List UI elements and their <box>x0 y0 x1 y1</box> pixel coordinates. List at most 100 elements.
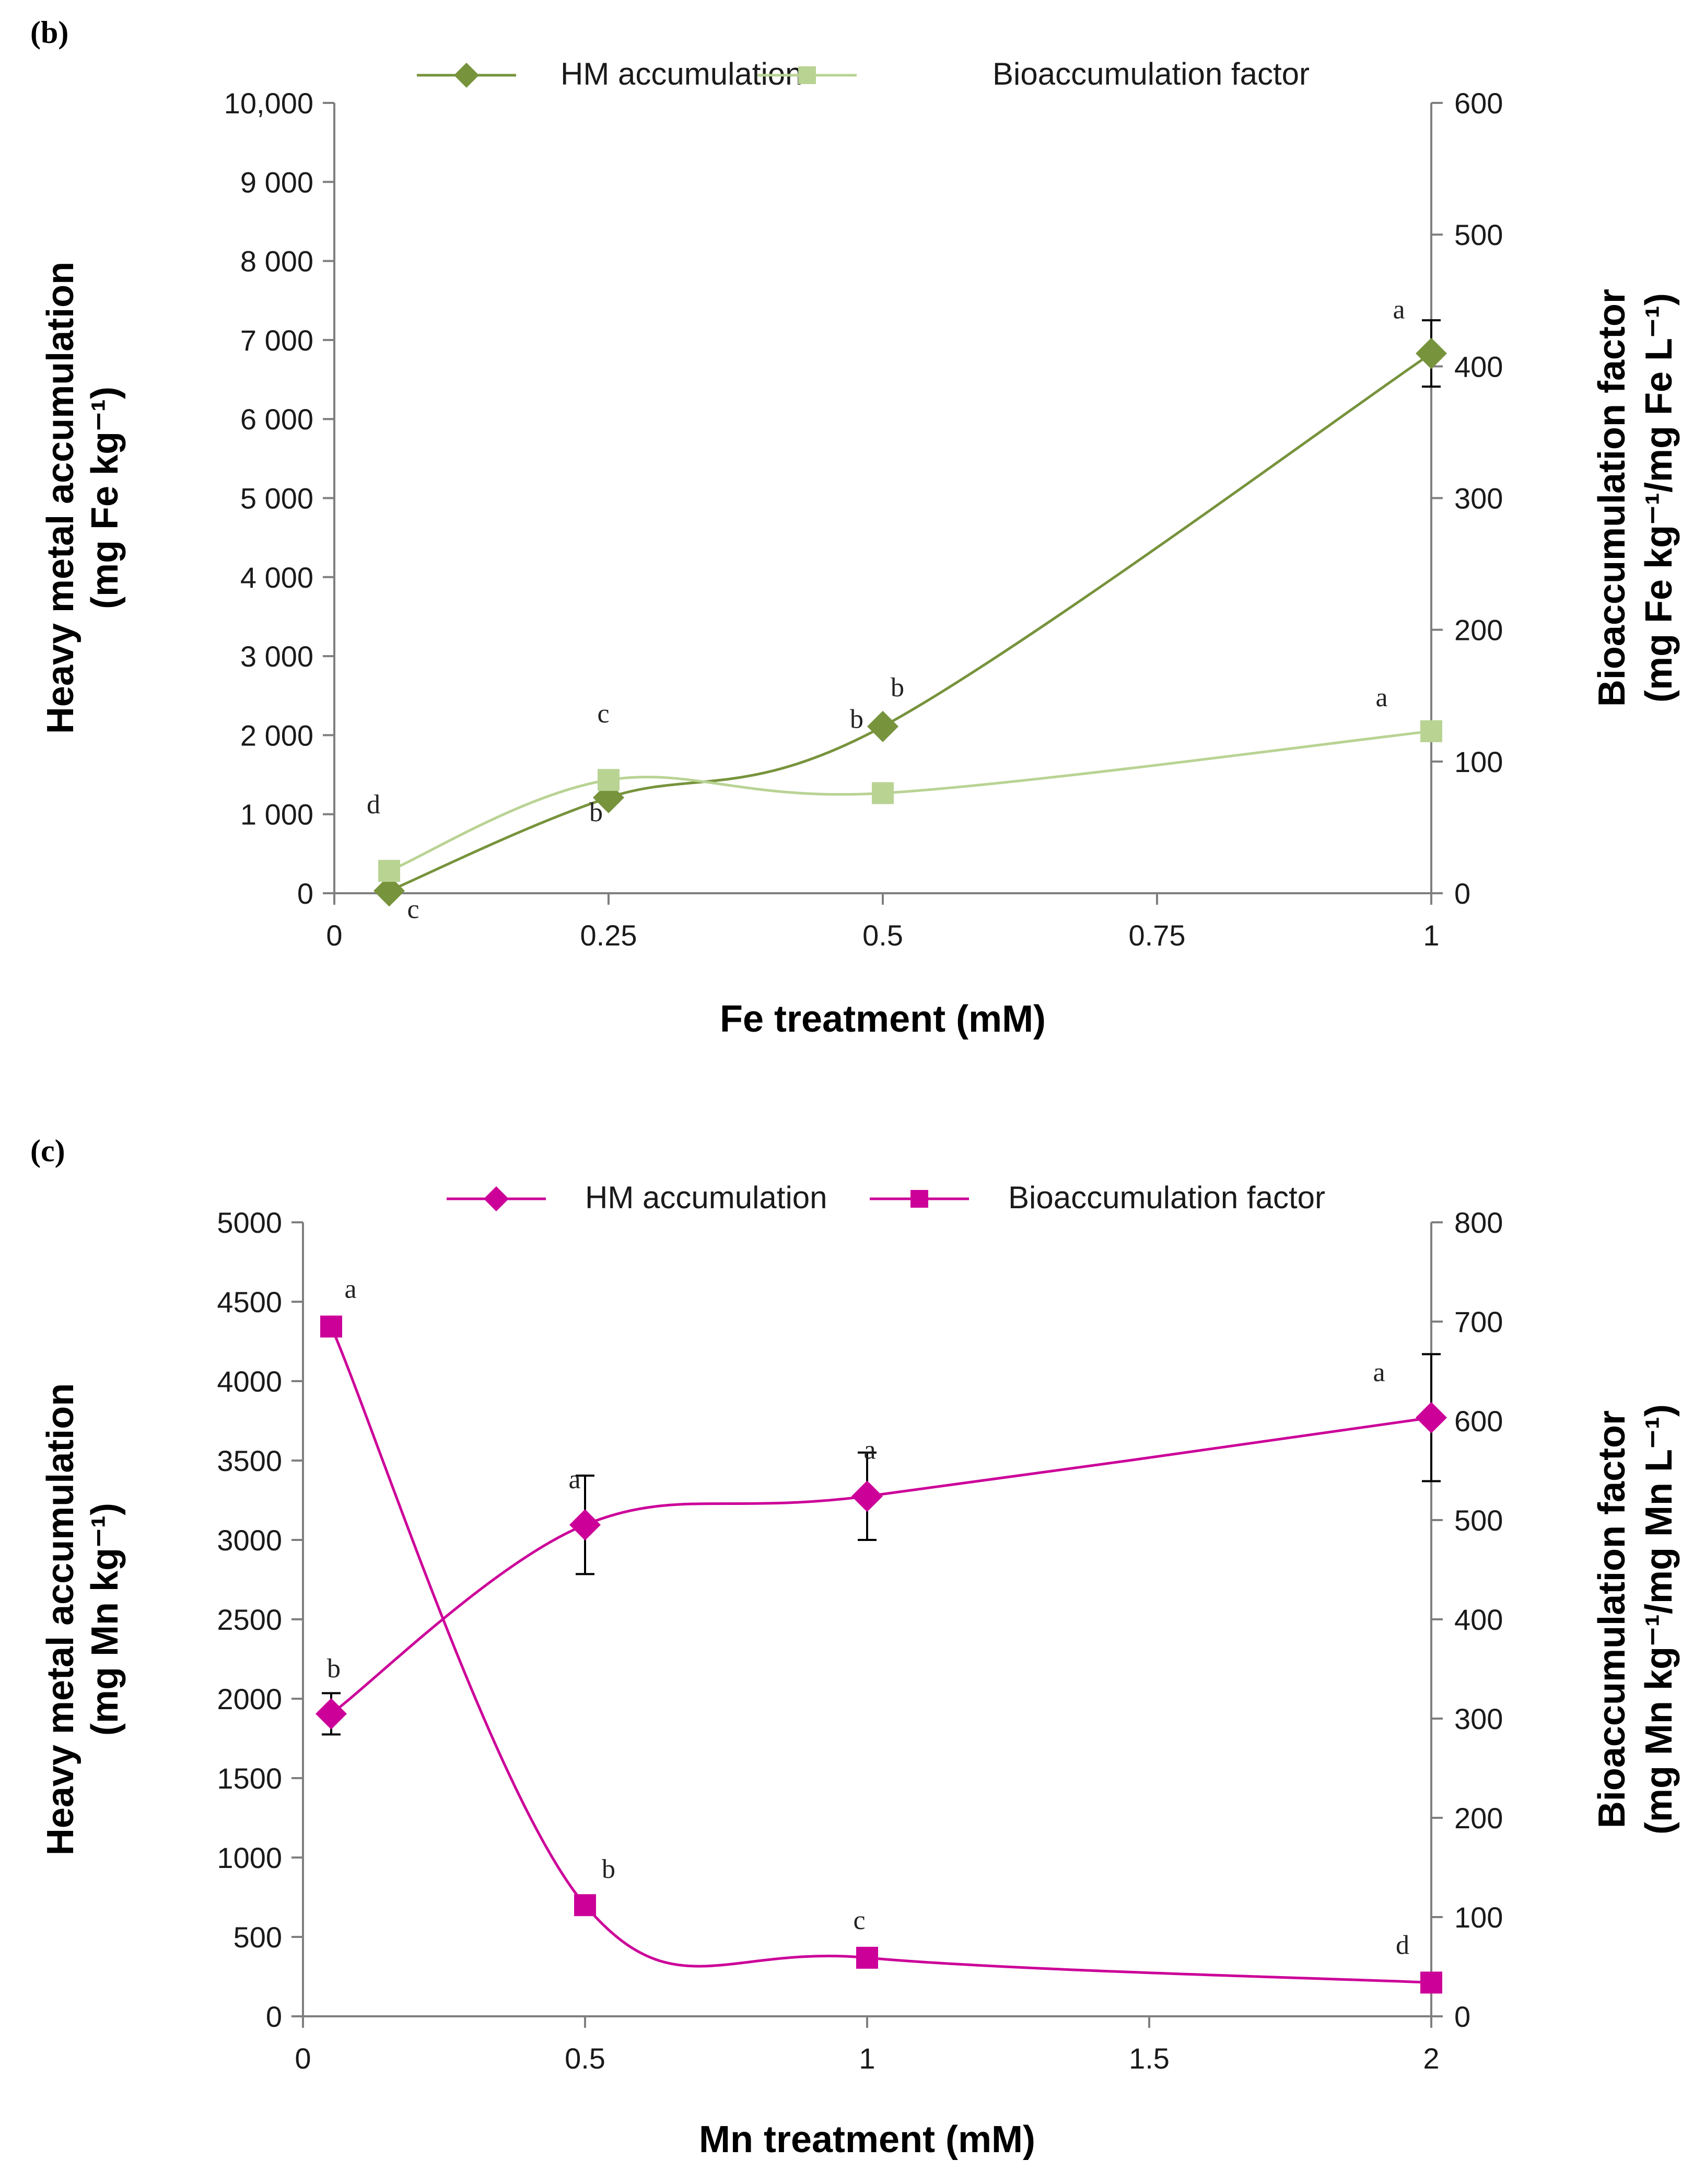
significance-label: c <box>597 699 609 729</box>
series-line <box>389 730 1432 872</box>
y-tick-label: 7 000 <box>240 324 313 357</box>
legend-label: Bioaccumulation factor <box>1008 1180 1325 1215</box>
y2-tick-label: 400 <box>1454 1603 1503 1636</box>
y-tick-label: 2 000 <box>240 719 313 752</box>
y2-axis-title: Bioaccumulation factor <box>1591 1410 1633 1828</box>
data-point <box>1420 1971 1442 1994</box>
y2-tick-label: 400 <box>1454 350 1503 383</box>
y2-axis-title: Bioaccumulation factor <box>1591 289 1633 707</box>
data-point <box>856 1946 878 1969</box>
y-tick-label: 8 000 <box>240 245 313 278</box>
y-tick-label: 3000 <box>217 1524 282 1557</box>
x-axis-title: Mn treatment (mM) <box>699 2119 1035 2160</box>
series-bioaccumulation-factor: a b c d <box>320 1275 1442 1994</box>
y2-axis-title: (mg Mn kg⁻¹/mg Mn L⁻¹) <box>1638 1404 1680 1835</box>
legend-marker <box>910 1190 928 1208</box>
significance-label: d <box>1396 1930 1409 1960</box>
y-tick-label: 1 000 <box>240 798 313 831</box>
series-line <box>330 1326 1432 1984</box>
y-axis-title: Heavy metal accumulation <box>40 262 81 734</box>
y2-tick-label: 200 <box>1454 614 1503 647</box>
significance-label: b <box>589 798 603 827</box>
legend-label: Bioaccumulation factor <box>992 56 1310 91</box>
y2-tick-label: 100 <box>1454 1901 1503 1934</box>
significance-label: a <box>1393 295 1405 325</box>
y-tick-label: 10,000 <box>224 87 313 120</box>
significance-label: a <box>863 1435 875 1465</box>
y2-tick-label: 300 <box>1454 482 1503 515</box>
y-tick-label: 0 <box>266 2000 282 2033</box>
data-point <box>574 1894 596 1917</box>
legend-entry: HM accumulation <box>417 56 803 91</box>
data-point <box>872 782 894 804</box>
y2-axis-title: (mg Fe kg⁻¹/mg Fe L⁻¹) <box>1638 293 1680 703</box>
series-line <box>389 352 1432 892</box>
y-tick-label: 5000 <box>217 1206 282 1239</box>
panel-label: (b) <box>30 15 68 50</box>
significance-label: b <box>327 1654 341 1684</box>
x-tick-label: 1.5 <box>1129 2042 1170 2075</box>
y-tick-label: 2000 <box>217 1683 282 1715</box>
data-point <box>851 1480 883 1512</box>
data-point <box>1416 337 1447 369</box>
legend-entry: HM accumulation <box>447 1180 827 1215</box>
significance-label: d <box>367 790 380 820</box>
x-tick-label: 1 <box>859 2042 875 2075</box>
y-tick-label: 3500 <box>217 1444 282 1477</box>
y2-tick-label: 600 <box>1454 1405 1503 1438</box>
y-tick-label: 1500 <box>217 1762 282 1795</box>
significance-label: a <box>344 1275 356 1304</box>
significance-label: c <box>853 1906 865 1935</box>
series-hm-accumulation: b a a a <box>316 1353 1447 1736</box>
y-tick-label: 4000 <box>217 1365 282 1398</box>
data-point <box>373 875 405 907</box>
y2-tick-label: 0 <box>1454 2000 1470 2033</box>
x-tick-label: 0.5 <box>862 919 903 952</box>
data-point <box>316 1698 347 1730</box>
y-axis-title: Heavy metal accumulation <box>40 1383 81 1855</box>
y2-tick-label: 500 <box>1454 1504 1503 1537</box>
y-tick-label: 4500 <box>217 1286 282 1318</box>
y2-tick-label: 300 <box>1454 1702 1503 1735</box>
y2-tick-label: 100 <box>1454 745 1503 778</box>
y-axis-title: (mg Fe kg⁻¹) <box>84 387 126 609</box>
data-point <box>320 1315 342 1338</box>
x-tick-label: 0.5 <box>565 2042 605 2075</box>
y-tick-label: 9 000 <box>240 166 313 198</box>
series-line <box>330 1416 1432 1715</box>
chart-0: (b) 0 1 000 2 000 3 000 4 000 5 000 6 000 7 000 8… <box>30 15 1680 1040</box>
legend-marker <box>798 66 816 84</box>
significance-label: b <box>891 673 904 703</box>
x-tick-label: 0.25 <box>580 919 637 952</box>
significance-label: b <box>602 1854 615 1884</box>
data-point <box>569 1509 601 1541</box>
x-tick-label: 0 <box>295 2042 311 2075</box>
x-tick-label: 0.75 <box>1129 919 1186 952</box>
y-tick-label: 500 <box>233 1921 282 1954</box>
significance-label: b <box>850 704 863 734</box>
y-tick-label: 2500 <box>217 1603 282 1636</box>
y2-tick-label: 600 <box>1454 87 1503 120</box>
data-point <box>867 710 898 742</box>
y2-tick-label: 200 <box>1454 1802 1503 1835</box>
data-point <box>1416 1402 1447 1433</box>
y-tick-label: 0 <box>297 877 313 910</box>
significance-label: a <box>568 1465 580 1494</box>
y-tick-label: 5 000 <box>240 482 313 515</box>
significance-label: c <box>407 894 419 924</box>
data-point <box>598 769 620 791</box>
x-tick-label: 1 <box>1423 919 1439 952</box>
y-tick-label: 4 000 <box>240 561 313 594</box>
y-tick-label: 1000 <box>217 1841 282 1874</box>
y2-tick-label: 700 <box>1454 1305 1503 1338</box>
significance-label: a <box>1375 683 1387 713</box>
y2-tick-label: 0 <box>1454 877 1470 910</box>
y2-tick-label: 500 <box>1454 218 1503 251</box>
series-bioaccumulation-factor: d c b a <box>367 683 1442 882</box>
y-tick-label: 6 000 <box>240 403 313 436</box>
y2-tick-label: 800 <box>1454 1206 1503 1239</box>
panel-label: (c) <box>30 1134 65 1168</box>
data-point <box>1420 720 1442 742</box>
